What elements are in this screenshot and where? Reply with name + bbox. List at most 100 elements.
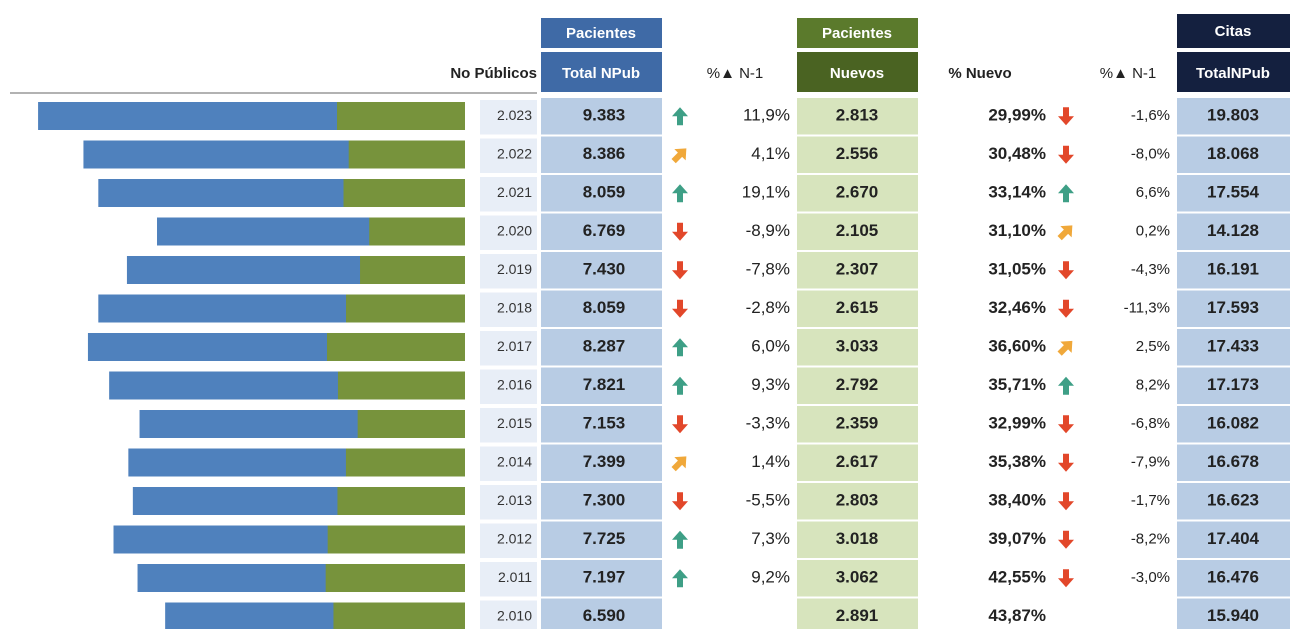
nuevos: 2.813 (836, 106, 879, 125)
cell-bg (541, 252, 662, 289)
bar-nuevos (345, 448, 465, 477)
cell-bg (541, 444, 662, 481)
header-bg (541, 52, 662, 92)
citas: 17.173 (1207, 375, 1259, 394)
pct-nuevo: 30,48% (988, 144, 1046, 163)
citas: 16.623 (1207, 491, 1259, 510)
citas: 17.433 (1207, 337, 1259, 356)
cell-bg (541, 175, 662, 212)
group-header-bg (1177, 14, 1290, 48)
pct-change: -8,2% (1131, 531, 1170, 548)
trend-icon (672, 261, 688, 280)
trend-icon (1058, 453, 1074, 472)
citas: 16.082 (1207, 414, 1259, 433)
year: 2.010 (497, 607, 532, 623)
cell-bg (1177, 521, 1290, 558)
year: 2.019 (497, 261, 532, 277)
cell-bg (797, 598, 918, 629)
cell-bg (541, 598, 662, 629)
trend-icon (1058, 184, 1074, 203)
total-npub: 9.383 (583, 106, 626, 125)
header: %▲ N-1 (1100, 65, 1157, 82)
cell-bg (797, 367, 918, 404)
cell-bg (480, 600, 537, 629)
cell-bg (541, 483, 662, 520)
citas: 14.128 (1207, 221, 1259, 240)
cell-bg (541, 290, 662, 327)
trend-icon (672, 222, 688, 241)
pct-nuevo: 32,46% (988, 298, 1046, 317)
cell-bg (480, 562, 537, 597)
total-npub: 8.059 (583, 183, 626, 202)
pct-nuevo: 35,71% (988, 375, 1046, 394)
year: 2.020 (497, 222, 532, 238)
nuevos: 2.359 (836, 414, 879, 433)
nuevos: 3.062 (836, 568, 879, 587)
cell-bg (797, 329, 918, 366)
group-header: Pacientes (822, 25, 892, 42)
header: Total NPub (562, 65, 640, 82)
cell-bg (1177, 483, 1290, 520)
cell-bg (541, 98, 662, 135)
cell-bg (797, 521, 918, 558)
cell-bg (480, 485, 537, 520)
bar-nuevos (348, 140, 465, 169)
cell-bg (480, 369, 537, 404)
group-header-bg (541, 18, 662, 48)
bar-nuevos (360, 256, 465, 284)
cell-bg (797, 444, 918, 481)
header: Nuevos (830, 65, 884, 82)
total-npub: 7.399 (583, 452, 626, 471)
trend-icon (671, 456, 687, 472)
citas: 18.068 (1207, 144, 1259, 163)
header: TotalNPub (1196, 65, 1270, 82)
nuevos: 2.792 (836, 375, 879, 394)
cell-bg (541, 406, 662, 443)
total-npub: 6.769 (583, 221, 626, 240)
trend-icon (1057, 225, 1073, 241)
group-header: Pacientes (566, 25, 636, 42)
cell-bg (480, 215, 537, 250)
year: 2.011 (498, 569, 532, 585)
total-npub: 7.197 (583, 568, 626, 587)
citas: 17.404 (1207, 529, 1260, 548)
bar-nuevos (337, 487, 465, 515)
pct-change: -7,9% (1131, 454, 1170, 471)
trend-icon (1058, 415, 1074, 434)
pct-change: -1,7% (1131, 492, 1170, 509)
citas: 19.803 (1207, 106, 1259, 125)
year: 2.021 (497, 184, 532, 200)
year: 2.017 (497, 338, 532, 354)
total-npub: 7.821 (583, 375, 626, 394)
pct-nuevo: 39,07% (988, 529, 1046, 548)
cell-bg (1177, 598, 1290, 629)
pct-nuevo: 38,40% (988, 491, 1046, 510)
cell-bg (541, 367, 662, 404)
pct-change: 8,2% (1136, 377, 1170, 394)
cell-bg (797, 290, 918, 327)
year: 2.016 (497, 376, 532, 392)
pct-change: 6,6% (1136, 184, 1170, 201)
cell-bg (480, 331, 537, 366)
pct-nuevo: 33,14% (988, 183, 1046, 202)
pct-nuevo: 43,87% (988, 606, 1046, 625)
pct-change: 9,3% (751, 375, 790, 394)
year: 2.012 (497, 530, 532, 546)
pct-change: 1,4% (751, 452, 790, 471)
cell-bg (1177, 136, 1290, 173)
cell-bg (1177, 252, 1290, 289)
cell-bg (480, 177, 537, 212)
bar-nuevos (326, 333, 465, 361)
cell-bg (480, 446, 537, 481)
year: 2.013 (497, 492, 532, 508)
bar-nuevos (325, 564, 465, 592)
trend-icon (1058, 530, 1074, 549)
cell-bg (797, 136, 918, 173)
bar-nuevos (337, 102, 465, 130)
nuevos: 2.615 (836, 298, 879, 317)
pct-change: 11,9% (743, 106, 790, 125)
bar-nuevos (327, 525, 465, 554)
pct-nuevo: 31,10% (988, 221, 1046, 240)
cell-bg (480, 292, 537, 327)
pct-change: -2,8% (746, 298, 790, 317)
